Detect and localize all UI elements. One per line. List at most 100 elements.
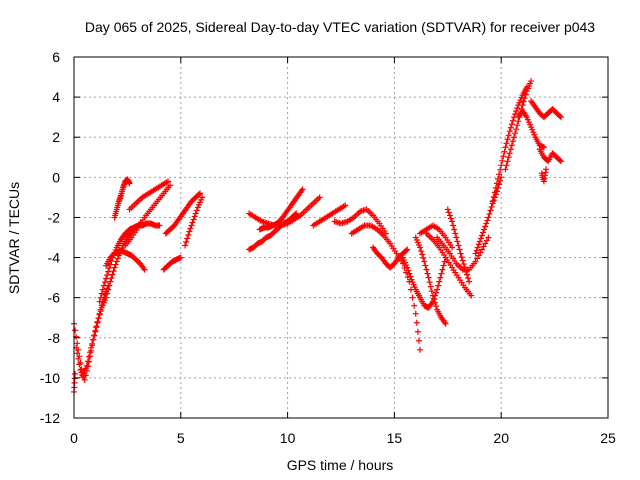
data-point bbox=[477, 235, 484, 242]
y-axis-label: SDTVAR / TECUs bbox=[6, 182, 22, 294]
data-point bbox=[88, 347, 95, 354]
data-point bbox=[505, 132, 512, 139]
data-point bbox=[558, 158, 565, 165]
data-point bbox=[480, 243, 487, 250]
data-point bbox=[480, 229, 487, 236]
data-point bbox=[466, 278, 473, 285]
data-point bbox=[126, 180, 133, 187]
data-point bbox=[104, 285, 111, 292]
data-point bbox=[82, 372, 89, 379]
data-point bbox=[404, 246, 411, 253]
data-point bbox=[424, 270, 431, 277]
data-point bbox=[197, 190, 204, 197]
data-point bbox=[429, 292, 436, 299]
data-point bbox=[511, 134, 518, 141]
data-point bbox=[403, 247, 410, 254]
data-point bbox=[417, 346, 424, 353]
data-point bbox=[184, 235, 191, 242]
x-tick-label: 25 bbox=[600, 430, 616, 446]
data-point bbox=[101, 279, 108, 286]
data-point bbox=[95, 315, 102, 322]
data-point bbox=[558, 114, 565, 121]
data-point bbox=[420, 255, 427, 262]
series-sat-f bbox=[111, 176, 133, 221]
data-point bbox=[451, 226, 458, 233]
data-point bbox=[449, 218, 456, 225]
data-point bbox=[486, 210, 493, 217]
data-point bbox=[167, 182, 174, 189]
data-point bbox=[72, 370, 79, 377]
data-point bbox=[422, 262, 429, 269]
axis-ticks bbox=[73, 56, 609, 419]
data-point bbox=[487, 207, 494, 214]
data-point bbox=[506, 128, 513, 135]
data-point bbox=[522, 91, 529, 98]
series-sat-n bbox=[256, 186, 306, 233]
data-point bbox=[342, 202, 349, 209]
series-sat-h bbox=[122, 182, 174, 249]
data-point bbox=[452, 230, 459, 237]
data-point bbox=[83, 367, 90, 374]
data-point bbox=[112, 261, 119, 268]
data-point bbox=[500, 153, 507, 160]
data-point bbox=[556, 157, 563, 164]
y-tick-label: -8 bbox=[48, 330, 61, 346]
series-sat-ae bbox=[538, 166, 550, 185]
grid bbox=[74, 57, 608, 418]
data-point bbox=[188, 222, 195, 229]
data-point bbox=[76, 361, 83, 368]
data-point bbox=[475, 241, 482, 248]
data-point bbox=[192, 210, 199, 217]
data-points bbox=[71, 78, 565, 395]
data-point bbox=[98, 290, 105, 297]
data-point bbox=[96, 298, 103, 305]
series-sat-b bbox=[73, 220, 144, 383]
data-point bbox=[193, 207, 200, 214]
data-point bbox=[507, 124, 514, 131]
data-point bbox=[106, 265, 113, 272]
data-point bbox=[513, 126, 520, 133]
data-point bbox=[455, 242, 462, 249]
data-point bbox=[494, 175, 501, 182]
data-point bbox=[106, 282, 113, 289]
series-sat-w bbox=[417, 222, 456, 251]
series-sat-e bbox=[103, 248, 148, 273]
data-point bbox=[514, 105, 521, 112]
data-point bbox=[418, 248, 425, 255]
data-point bbox=[439, 266, 446, 273]
data-point bbox=[107, 261, 114, 268]
series-sat-p bbox=[331, 206, 389, 237]
data-point bbox=[513, 108, 520, 115]
data-point bbox=[189, 219, 196, 226]
data-point bbox=[185, 231, 192, 238]
data-point bbox=[93, 323, 100, 330]
data-point bbox=[199, 194, 206, 201]
chart-title: Day 065 of 2025, Sidereal Day-to-day VTE… bbox=[85, 19, 595, 35]
data-point bbox=[94, 318, 101, 325]
data-point bbox=[458, 254, 465, 261]
data-point bbox=[411, 302, 418, 309]
data-point bbox=[195, 191, 202, 198]
x-axis-label: GPS time / hours bbox=[287, 457, 394, 473]
data-point bbox=[113, 258, 120, 265]
data-point bbox=[111, 264, 118, 271]
data-point bbox=[509, 138, 516, 145]
data-point bbox=[103, 275, 110, 282]
data-point bbox=[104, 290, 111, 297]
data-point bbox=[177, 254, 184, 261]
x-tick-label: 5 bbox=[177, 430, 185, 446]
data-point bbox=[556, 113, 563, 120]
data-point bbox=[438, 270, 445, 277]
data-point bbox=[91, 332, 98, 339]
data-point bbox=[503, 140, 510, 147]
data-point bbox=[114, 255, 121, 262]
data-point bbox=[490, 193, 497, 200]
data-point bbox=[404, 264, 411, 271]
data-point bbox=[405, 267, 412, 274]
data-point bbox=[413, 319, 420, 326]
data-point bbox=[433, 289, 440, 296]
data-point bbox=[521, 95, 528, 102]
data-point bbox=[299, 186, 306, 193]
data-point bbox=[191, 213, 198, 220]
